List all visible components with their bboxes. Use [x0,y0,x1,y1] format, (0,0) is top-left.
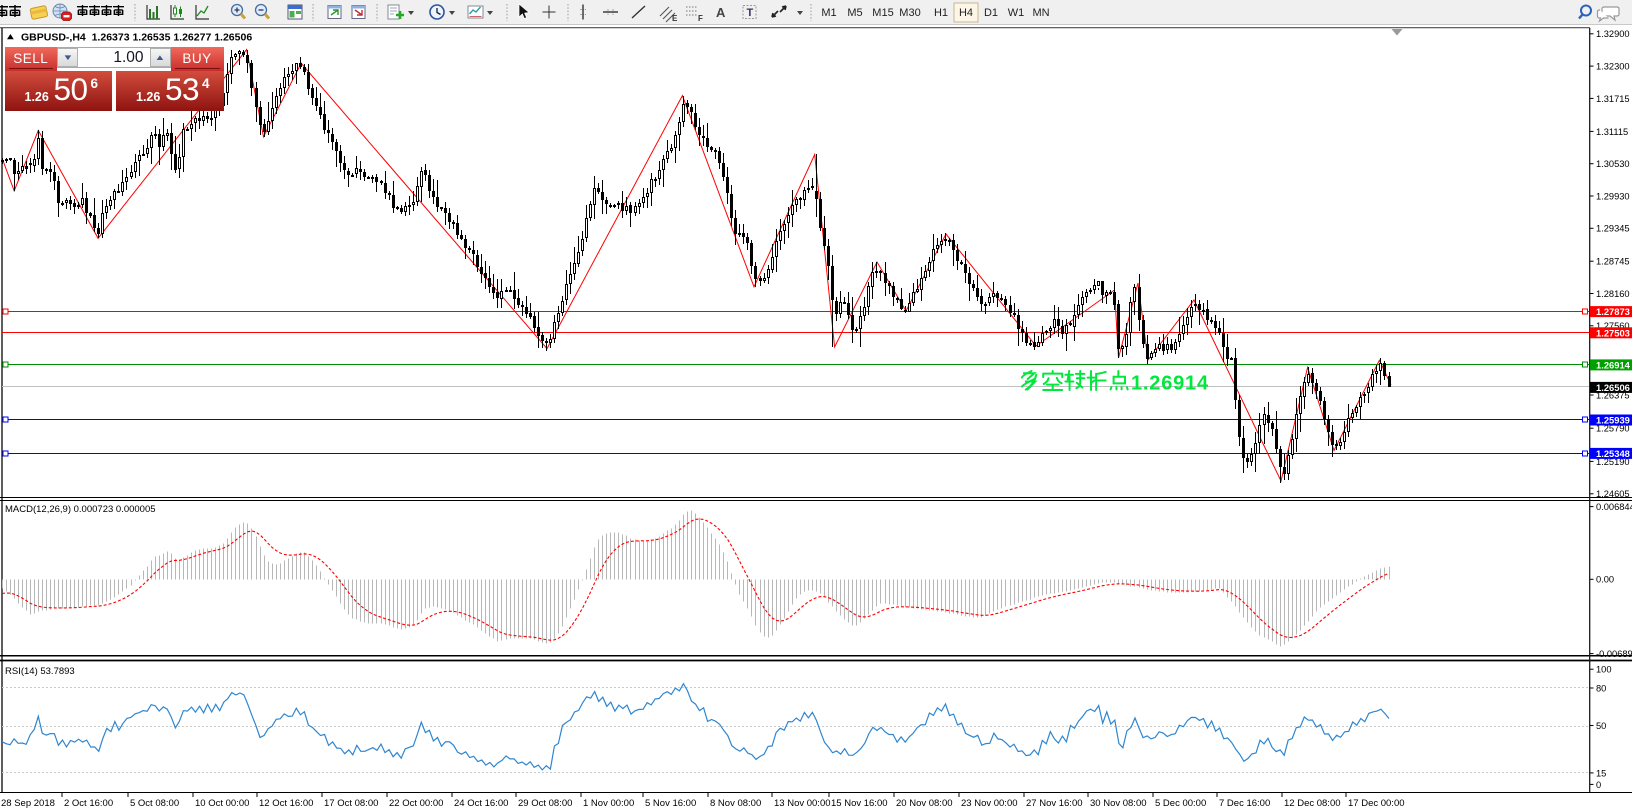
svg-text:1.32300: 1.32300 [1596,62,1630,72]
svg-text:1.25790: 1.25790 [1596,424,1630,434]
svg-text:24 Oct 16:00: 24 Oct 16:00 [454,798,508,809]
svg-text:1.30530: 1.30530 [1596,159,1630,169]
svg-text:E: E [672,14,678,23]
svg-text:22 Oct 00:00: 22 Oct 00:00 [389,798,443,809]
svg-text:1.31115: 1.31115 [1596,127,1628,137]
svg-text:1.25939: 1.25939 [1596,415,1630,426]
svg-text:RSI(14) 53.7893: RSI(14) 53.7893 [5,666,75,677]
svg-text:12 Oct 16:00: 12 Oct 16:00 [259,798,313,809]
svg-text:100: 100 [1596,665,1612,675]
svg-text:1.26914: 1.26914 [1596,360,1631,371]
svg-text:1.27503: 1.27503 [1596,327,1630,338]
svg-text:7 Dec 16:00: 7 Dec 16:00 [1219,798,1270,809]
svg-text:80: 80 [1596,683,1606,693]
svg-text:28 Sep 2018: 28 Sep 2018 [1,798,55,809]
svg-text:17 Dec 00:00: 17 Dec 00:00 [1348,798,1405,809]
svg-text:1.28160: 1.28160 [1596,289,1630,299]
svg-text:30 Nov 08:00: 30 Nov 08:00 [1090,798,1147,809]
svg-text:D1: D1 [984,7,998,19]
svg-text:H1: H1 [934,7,948,19]
svg-text:5 Oct 08:00: 5 Oct 08:00 [130,798,179,809]
svg-text:1.31715: 1.31715 [1596,94,1630,104]
svg-text:1 Nov 00:00: 1 Nov 00:00 [583,798,634,809]
svg-text:0.00: 0.00 [1596,575,1614,585]
svg-text:1.25348: 1.25348 [1596,448,1630,459]
svg-text:2 Oct 16:00: 2 Oct 16:00 [64,798,113,809]
svg-text:8 Nov 08:00: 8 Nov 08:00 [710,798,761,809]
svg-text:1.32900: 1.32900 [1596,29,1630,39]
svg-text:A: A [716,5,726,20]
svg-text:F: F [698,14,703,23]
svg-text:12 Dec 08:00: 12 Dec 08:00 [1284,798,1341,809]
svg-text:M30: M30 [899,7,920,19]
svg-text:1.28745: 1.28745 [1596,257,1630,267]
svg-text:1.25190: 1.25190 [1596,457,1630,467]
svg-text:15: 15 [1596,768,1606,778]
svg-text:1.29345: 1.29345 [1596,224,1630,234]
svg-text:1.24605: 1.24605 [1596,489,1630,499]
svg-text:1.29930: 1.29930 [1596,191,1630,201]
svg-text:0: 0 [1596,780,1601,790]
svg-text:M5: M5 [847,7,862,19]
svg-text:0.006844: 0.006844 [1596,502,1632,512]
svg-text:10 Oct 00:00: 10 Oct 00:00 [195,798,249,809]
svg-text:13 Nov 00:00: 13 Nov 00:00 [774,798,831,809]
svg-text:27 Nov 16:00: 27 Nov 16:00 [1026,798,1083,809]
svg-text:M15: M15 [872,7,893,19]
svg-text:GBPUSD-,H4 1.26373 1.26535 1.: GBPUSD-,H4 1.26373 1.26535 1.26277 1.265… [21,32,252,44]
svg-text:20 Nov 08:00: 20 Nov 08:00 [896,798,953,809]
svg-text:M1: M1 [821,7,836,19]
svg-text:29 Oct 08:00: 29 Oct 08:00 [518,798,572,809]
svg-text:1.26375: 1.26375 [1596,390,1630,400]
svg-text:50: 50 [1596,721,1606,731]
svg-text:5 Dec 00:00: 5 Dec 00:00 [1155,798,1206,809]
svg-text:T: T [747,7,754,19]
svg-text:17 Oct 08:00: 17 Oct 08:00 [324,798,378,809]
svg-text:MACD(12,26,9) 0.000723 0.00000: MACD(12,26,9) 0.000723 0.000005 [5,504,156,515]
svg-text:1.27560: 1.27560 [1596,321,1630,331]
svg-text:5 Nov 16:00: 5 Nov 16:00 [645,798,696,809]
svg-text:H4: H4 [959,7,973,19]
svg-text:15 Nov 16:00: 15 Nov 16:00 [831,798,888,809]
svg-text:23 Nov 00:00: 23 Nov 00:00 [961,798,1018,809]
svg-text:-0.006894: -0.006894 [1596,649,1632,659]
svg-text:W1: W1 [1008,7,1025,19]
svg-text:1.26914: 1.26914 [1131,373,1209,395]
svg-text:MN: MN [1032,7,1049,19]
svg-text:1.26506: 1.26506 [1596,382,1630,393]
svg-text:1.27873: 1.27873 [1596,306,1630,317]
